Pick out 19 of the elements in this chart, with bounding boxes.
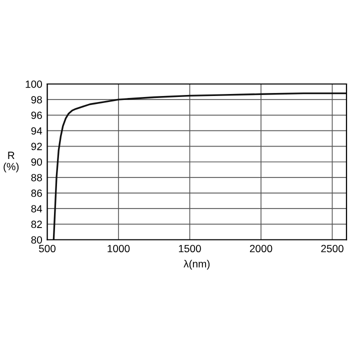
y-tick-label: 80	[31, 236, 42, 244]
x-tick-label: 2500	[321, 244, 344, 252]
y-tick-label: 86	[31, 190, 42, 197]
x-axis-title: λ(nm)	[184, 260, 210, 270]
y-tick-label: 88	[31, 174, 42, 182]
y-tick-label: 98	[31, 96, 42, 104]
x-tick-label: 2000	[250, 244, 272, 252]
y-tick-label: 94	[31, 127, 42, 135]
y-tick-label: 84	[31, 205, 42, 212]
y-tick-label: 90	[31, 158, 42, 166]
x-tick-label: 500	[38, 244, 56, 252]
y-tick-label: 96	[31, 112, 42, 120]
line-series	[52, 92, 346, 240]
x-tick-label: 1000	[108, 244, 130, 252]
y-axis-title: R (%)	[4, 152, 19, 172]
y-tick-label: 82	[31, 220, 42, 228]
y-tick-label: 100	[26, 80, 42, 88]
x-tick-label: 1500	[178, 244, 201, 252]
y-tick-label: 92	[31, 142, 42, 150]
